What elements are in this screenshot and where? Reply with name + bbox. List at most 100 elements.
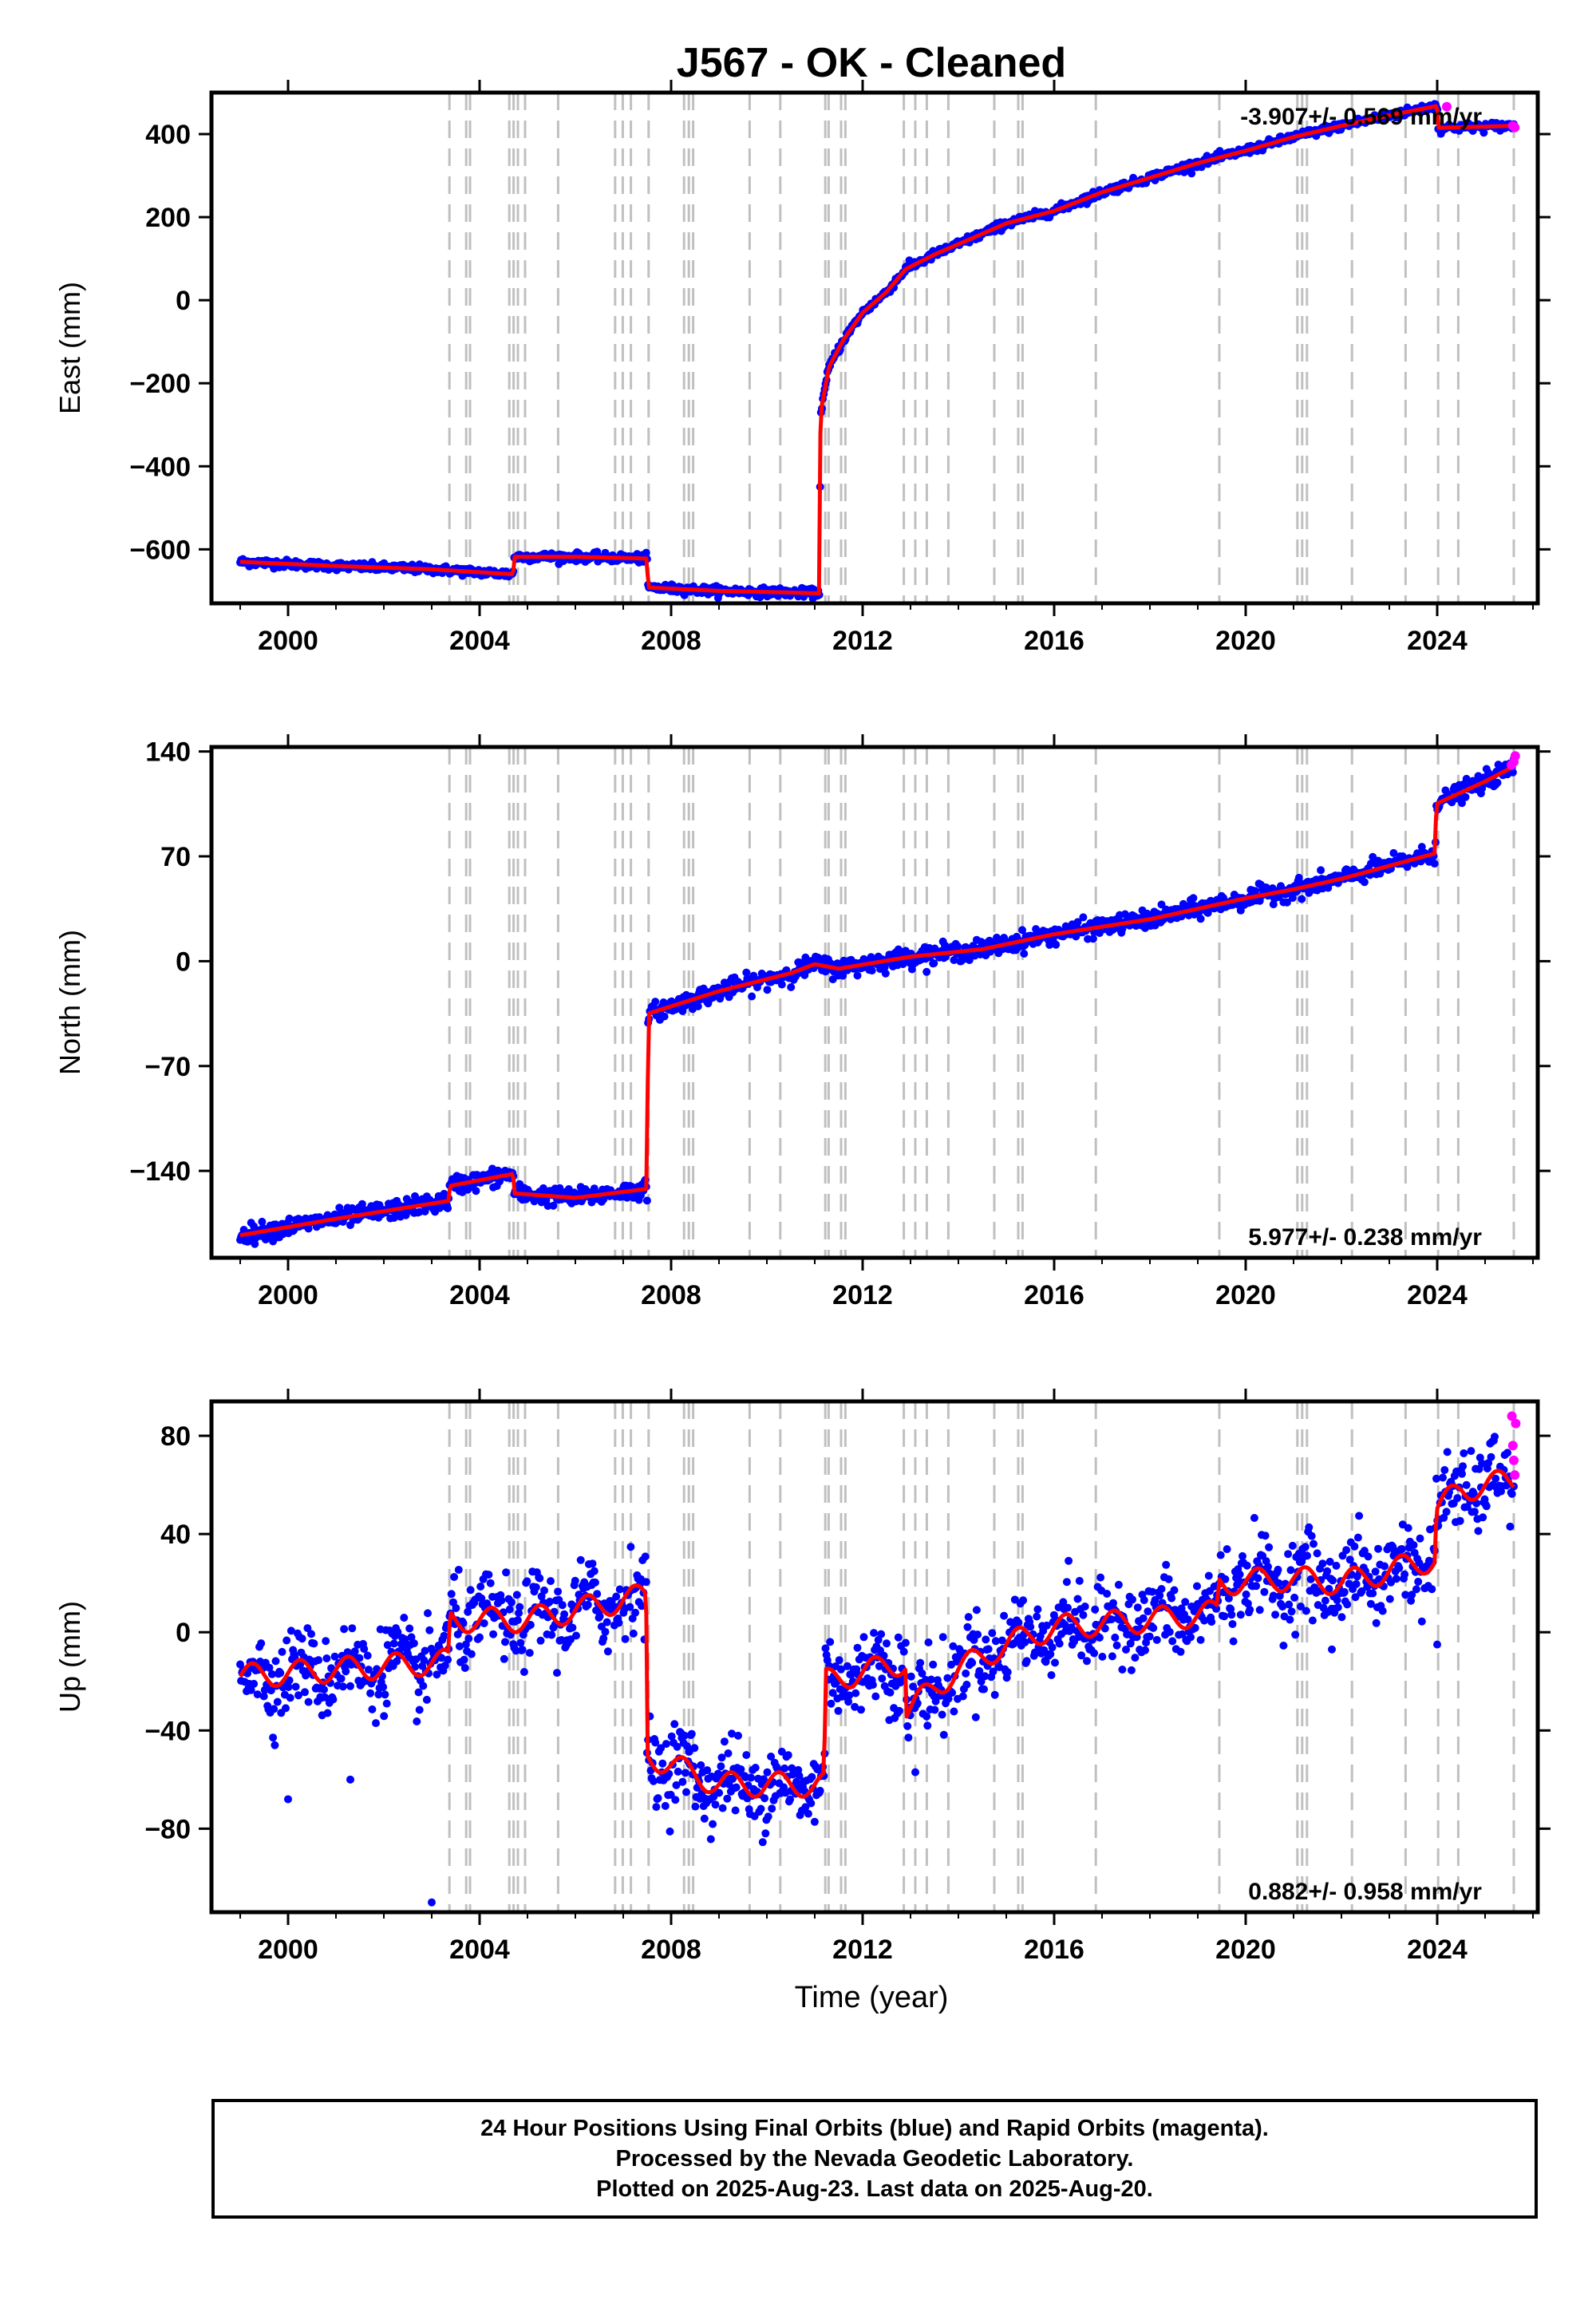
data-point [1269, 1591, 1278, 1600]
data-point [591, 1578, 599, 1587]
data-point [642, 1196, 651, 1205]
figure-title: J567 - OK - Cleaned [677, 40, 1066, 86]
data-point [868, 1681, 877, 1690]
x-tick-label: 2012 [832, 626, 893, 656]
data-point [364, 1666, 373, 1674]
data-point [672, 1780, 681, 1789]
plot-area [236, 1401, 1521, 1912]
model-fit-line [239, 104, 1515, 595]
y-tick-label: 40 [160, 1520, 191, 1550]
data-point [1133, 1603, 1142, 1612]
data-point [717, 1753, 726, 1762]
data-point [615, 1585, 624, 1594]
data-point [553, 1669, 561, 1678]
data-point [748, 992, 757, 1001]
data-point [460, 1655, 468, 1664]
data-point [1042, 1621, 1051, 1630]
x-tick-label: 2012 [832, 1935, 893, 1965]
data-point [666, 1827, 674, 1836]
data-point [907, 1672, 915, 1681]
data-point [1223, 1545, 1231, 1554]
data-point [1061, 1621, 1069, 1629]
north-panel: 2000 2004 2008 2012 2016 2020 2024 140 70 0 −70 −14… [53, 734, 1551, 1310]
data-point [1059, 1598, 1068, 1607]
data-point [894, 1633, 903, 1642]
data-point [447, 1590, 456, 1599]
data-point [1479, 1513, 1487, 1522]
data-point [1430, 860, 1439, 868]
data-point [1412, 1585, 1420, 1594]
data-point [310, 1639, 318, 1648]
data-point [909, 1682, 918, 1691]
data-point [1291, 1630, 1300, 1639]
data-point [381, 1690, 389, 1699]
data-point [1139, 1614, 1148, 1622]
x-tick-label: 2016 [1024, 1935, 1084, 1965]
data-point [949, 1642, 958, 1650]
data-point [455, 1642, 464, 1650]
data-point [871, 1692, 880, 1701]
data-point [654, 1794, 662, 1803]
data-point [1491, 1474, 1500, 1483]
data-point [693, 1002, 702, 1010]
data-point [321, 1693, 330, 1701]
data-point [763, 986, 772, 994]
data-point [1333, 1596, 1341, 1605]
data-point [1254, 1574, 1262, 1583]
data-point [742, 968, 751, 977]
data-point [895, 1706, 903, 1715]
data-point [1156, 1591, 1164, 1600]
data-point [444, 1204, 452, 1212]
data-point [286, 1694, 294, 1702]
data-point [1003, 1668, 1012, 1677]
data-point [1090, 1649, 1099, 1658]
data-point [382, 1699, 391, 1708]
data-point [924, 1638, 933, 1646]
data-point [690, 1744, 699, 1753]
data-point [405, 1624, 414, 1633]
data-point [515, 1609, 523, 1618]
rapid-point [1510, 1470, 1520, 1480]
data-point [1141, 1646, 1149, 1654]
data-point [836, 1665, 845, 1674]
data-point [760, 1775, 768, 1784]
data-point [602, 1618, 611, 1626]
data-point [1255, 1606, 1264, 1614]
data-point [1310, 1539, 1317, 1548]
data-point [1459, 1462, 1468, 1471]
data-point [1261, 1531, 1270, 1540]
data-point [948, 1689, 957, 1697]
data-point [1178, 1630, 1187, 1638]
data-point [958, 1692, 967, 1701]
data-point [1162, 1560, 1171, 1569]
data-point [962, 1669, 970, 1678]
data-point [877, 1630, 886, 1638]
y-axis-label: East (mm) [53, 282, 86, 414]
data-point [360, 1645, 369, 1654]
data-point [273, 1697, 282, 1706]
data-point [1046, 1650, 1055, 1658]
data-point [851, 1702, 859, 1711]
data-point [330, 1652, 339, 1661]
rapid-orbit-points [1442, 101, 1520, 132]
data-point [1103, 1590, 1112, 1598]
data-point [1353, 1533, 1362, 1542]
data-point [1168, 1637, 1177, 1646]
data-point [1006, 1618, 1015, 1626]
rapid-point [1507, 1441, 1518, 1451]
data-point [1252, 1582, 1261, 1591]
data-point [1207, 1618, 1216, 1626]
data-point [337, 1674, 346, 1683]
data-point [875, 1662, 883, 1670]
data-point [943, 1674, 952, 1682]
data-point [1417, 843, 1426, 852]
data-point [472, 1187, 480, 1196]
data-point [1474, 1527, 1483, 1535]
data-point [962, 1680, 971, 1689]
data-point [709, 1792, 718, 1801]
data-point [414, 1688, 423, 1697]
data-point [998, 1636, 1006, 1645]
data-point [1371, 1567, 1380, 1576]
data-point [363, 1651, 372, 1660]
data-point [253, 1690, 262, 1699]
